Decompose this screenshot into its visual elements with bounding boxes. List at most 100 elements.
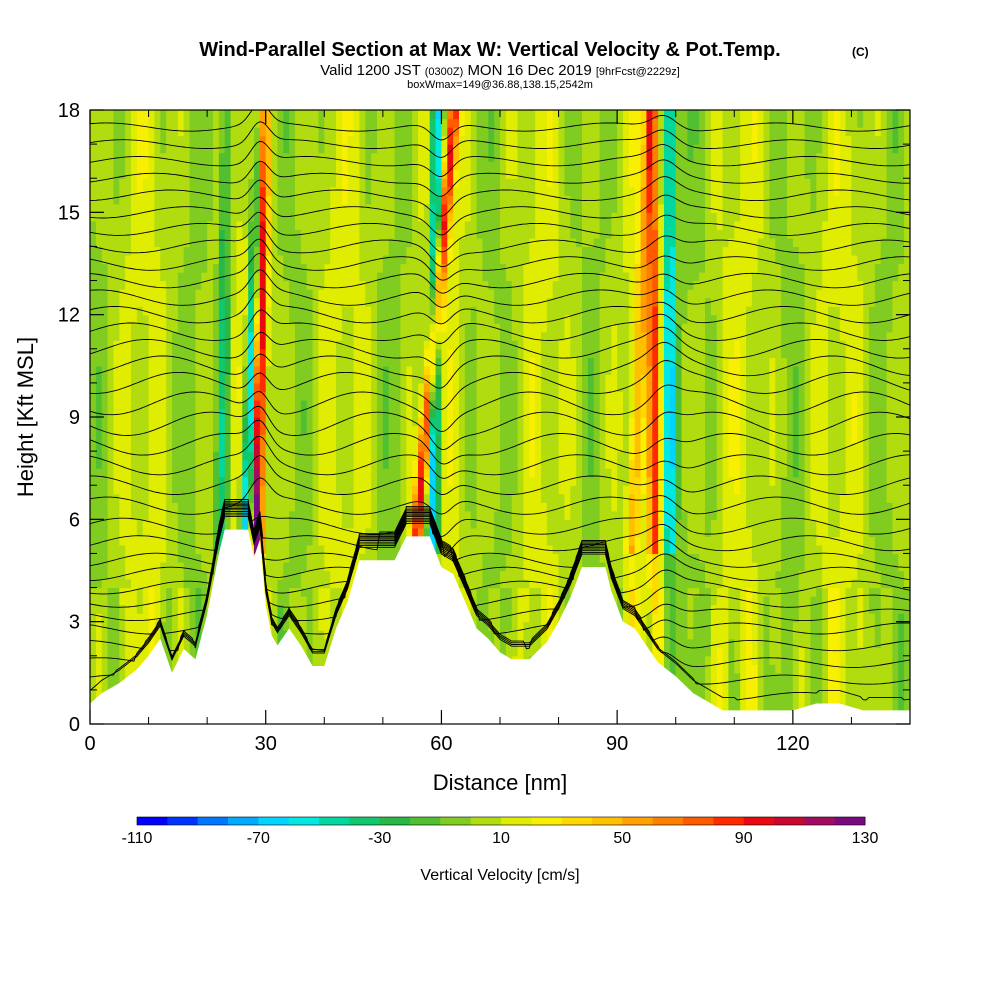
velocity-cell xyxy=(283,561,290,572)
velocity-cell xyxy=(300,502,308,512)
velocity-cell xyxy=(734,510,741,520)
velocity-cell xyxy=(511,544,519,555)
velocity-cell xyxy=(763,425,771,435)
velocity-cell xyxy=(646,621,653,631)
velocity-cell xyxy=(131,647,138,657)
velocity-cell xyxy=(482,510,489,520)
velocity-cell xyxy=(125,553,132,563)
velocity-cell xyxy=(459,434,466,444)
velocity-cell xyxy=(529,451,536,461)
velocity-cell xyxy=(851,519,858,529)
velocity-cell xyxy=(505,502,513,512)
velocity-cell xyxy=(488,442,495,452)
velocity-cell xyxy=(628,553,636,563)
velocity-cell xyxy=(886,434,894,444)
velocity-cell xyxy=(746,630,753,640)
velocity-cell xyxy=(423,527,431,537)
velocity-cell xyxy=(330,630,337,640)
velocity-cell xyxy=(851,468,858,478)
velocity-cell xyxy=(822,613,829,623)
velocity-cell xyxy=(552,519,560,529)
velocity-cell xyxy=(201,468,208,478)
velocity-cell xyxy=(558,502,566,512)
velocity-cell xyxy=(652,579,659,589)
velocity-cell xyxy=(172,502,179,512)
velocity-cell xyxy=(664,519,671,529)
velocity-cell xyxy=(669,621,677,631)
velocity-cell xyxy=(136,519,144,529)
velocity-cell xyxy=(476,519,484,529)
velocity-cell xyxy=(90,613,97,623)
velocity-cell xyxy=(283,527,290,537)
velocity-cell xyxy=(593,459,601,469)
velocity-cell xyxy=(869,655,876,665)
velocity-cell xyxy=(541,570,548,580)
velocity-cell xyxy=(646,587,653,597)
velocity-cell xyxy=(652,647,659,657)
velocity-cell xyxy=(558,579,566,589)
velocity-cell xyxy=(259,510,267,520)
velocity-cell xyxy=(833,544,841,555)
velocity-cell xyxy=(810,655,817,665)
velocity-cell xyxy=(705,434,712,444)
velocity-cell xyxy=(898,468,905,478)
velocity-cell xyxy=(365,544,372,555)
velocity-cell xyxy=(535,553,542,563)
velocity-cell xyxy=(541,425,548,435)
velocity-cell xyxy=(898,553,905,563)
velocity-cell xyxy=(324,459,331,469)
velocity-cell xyxy=(324,485,331,495)
velocity-cell xyxy=(845,434,853,444)
velocity-cell xyxy=(511,502,519,512)
velocity-cell xyxy=(400,459,407,469)
velocity-cell xyxy=(681,604,689,614)
velocity-cell xyxy=(277,493,284,503)
velocity-cell xyxy=(476,434,484,444)
velocity-cell xyxy=(90,485,97,495)
velocity-cell xyxy=(880,425,888,435)
velocity-cell xyxy=(207,434,214,444)
velocity-cell xyxy=(593,442,601,452)
velocity-cell xyxy=(769,553,776,563)
velocity-cell xyxy=(136,561,144,572)
velocity-cell xyxy=(201,519,208,529)
velocity-cell xyxy=(757,596,765,606)
velocity-cell xyxy=(781,561,788,572)
velocity-cell xyxy=(787,689,794,700)
velocity-cell xyxy=(828,536,835,546)
velocity-cell xyxy=(213,502,220,512)
velocity-cell xyxy=(628,459,636,469)
velocity-cell xyxy=(687,613,694,623)
velocity-cell xyxy=(634,442,642,452)
velocity-cell xyxy=(189,536,197,546)
velocity-cell xyxy=(886,587,894,597)
velocity-cell xyxy=(277,536,284,546)
velocity-cell xyxy=(347,485,355,495)
velocity-cell xyxy=(669,587,677,597)
velocity-cell xyxy=(418,425,425,435)
velocity-cell xyxy=(254,476,261,486)
velocity-cell xyxy=(177,570,185,580)
velocity-cell xyxy=(90,587,97,597)
velocity-cell xyxy=(804,451,812,461)
velocity-cell xyxy=(869,468,876,478)
velocity-cell xyxy=(230,468,238,478)
velocity-cell xyxy=(505,510,513,520)
velocity-cell xyxy=(845,596,853,606)
velocity-cell xyxy=(336,553,343,563)
velocity-cell xyxy=(365,476,372,486)
velocity-cell xyxy=(898,536,905,546)
velocity-cell xyxy=(306,519,314,529)
velocity-cell xyxy=(107,527,115,537)
velocity-cell xyxy=(271,596,279,606)
velocity-cell xyxy=(699,596,706,606)
velocity-cell xyxy=(792,536,800,546)
velocity-cell xyxy=(828,655,835,665)
velocity-cell xyxy=(541,417,548,427)
velocity-cell xyxy=(295,613,302,623)
velocity-cell xyxy=(347,442,355,452)
velocity-cell xyxy=(464,417,472,427)
velocity-cell xyxy=(177,451,185,461)
velocity-cell xyxy=(705,510,712,520)
velocity-cell xyxy=(406,417,413,427)
